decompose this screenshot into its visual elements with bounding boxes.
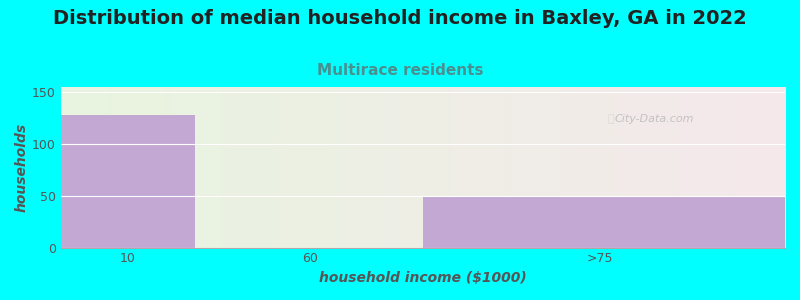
- Y-axis label: households: households: [15, 123, 29, 212]
- Text: City-Data.com: City-Data.com: [615, 114, 694, 124]
- X-axis label: household income ($1000): household income ($1000): [319, 271, 526, 285]
- Bar: [422, 197, 785, 248]
- Text: 🌐: 🌐: [608, 114, 614, 124]
- Text: Distribution of median household income in Baxley, GA in 2022: Distribution of median household income …: [53, 9, 747, 28]
- Text: Multirace residents: Multirace residents: [317, 63, 483, 78]
- Bar: [61, 115, 194, 248]
